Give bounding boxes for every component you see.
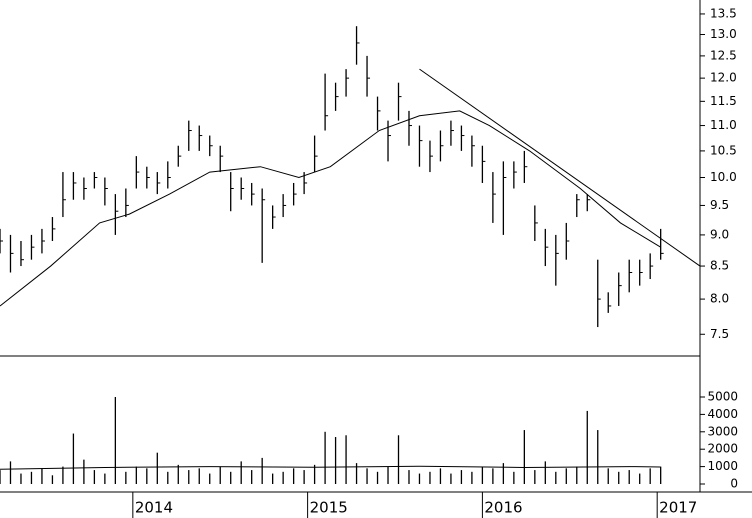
volume-tick-label: 5000 <box>707 390 738 404</box>
y-tick-label: 11.0 <box>710 118 737 132</box>
x-tick-label: 2015 <box>310 499 348 517</box>
volume-tick-label: 1000 <box>707 459 738 473</box>
y-tick-label: 8.0 <box>710 292 729 306</box>
volume-tick-label: 3000 <box>707 424 738 438</box>
y-tick-label: 13.0 <box>710 27 737 41</box>
y-tick-label: 9.0 <box>710 227 729 241</box>
x-tick-label: 2014 <box>135 499 173 517</box>
volume-tick-label: 4000 <box>707 407 738 421</box>
y-tick-label: 10.0 <box>710 170 737 184</box>
y-tick-label: 7.5 <box>710 327 729 341</box>
y-tick-label: 12.0 <box>710 71 737 85</box>
volume-average <box>0 465 661 470</box>
y-tick-label: 8.5 <box>710 259 729 273</box>
x-tick-label: 2016 <box>484 499 522 517</box>
volume-tick-label: 0 <box>730 477 738 491</box>
trendline <box>419 68 701 267</box>
volume-tick-label: 2000 <box>707 442 738 456</box>
y-tick-label: 13.5 <box>710 6 737 20</box>
y-tick-label: 11.5 <box>710 94 737 108</box>
y-tick-label: 10.5 <box>710 143 737 157</box>
x-tick-label: 2017 <box>659 499 697 517</box>
y-tick-label: 12.5 <box>710 48 737 62</box>
moving-average <box>0 110 661 307</box>
y-tick-label: 9.5 <box>710 198 729 212</box>
